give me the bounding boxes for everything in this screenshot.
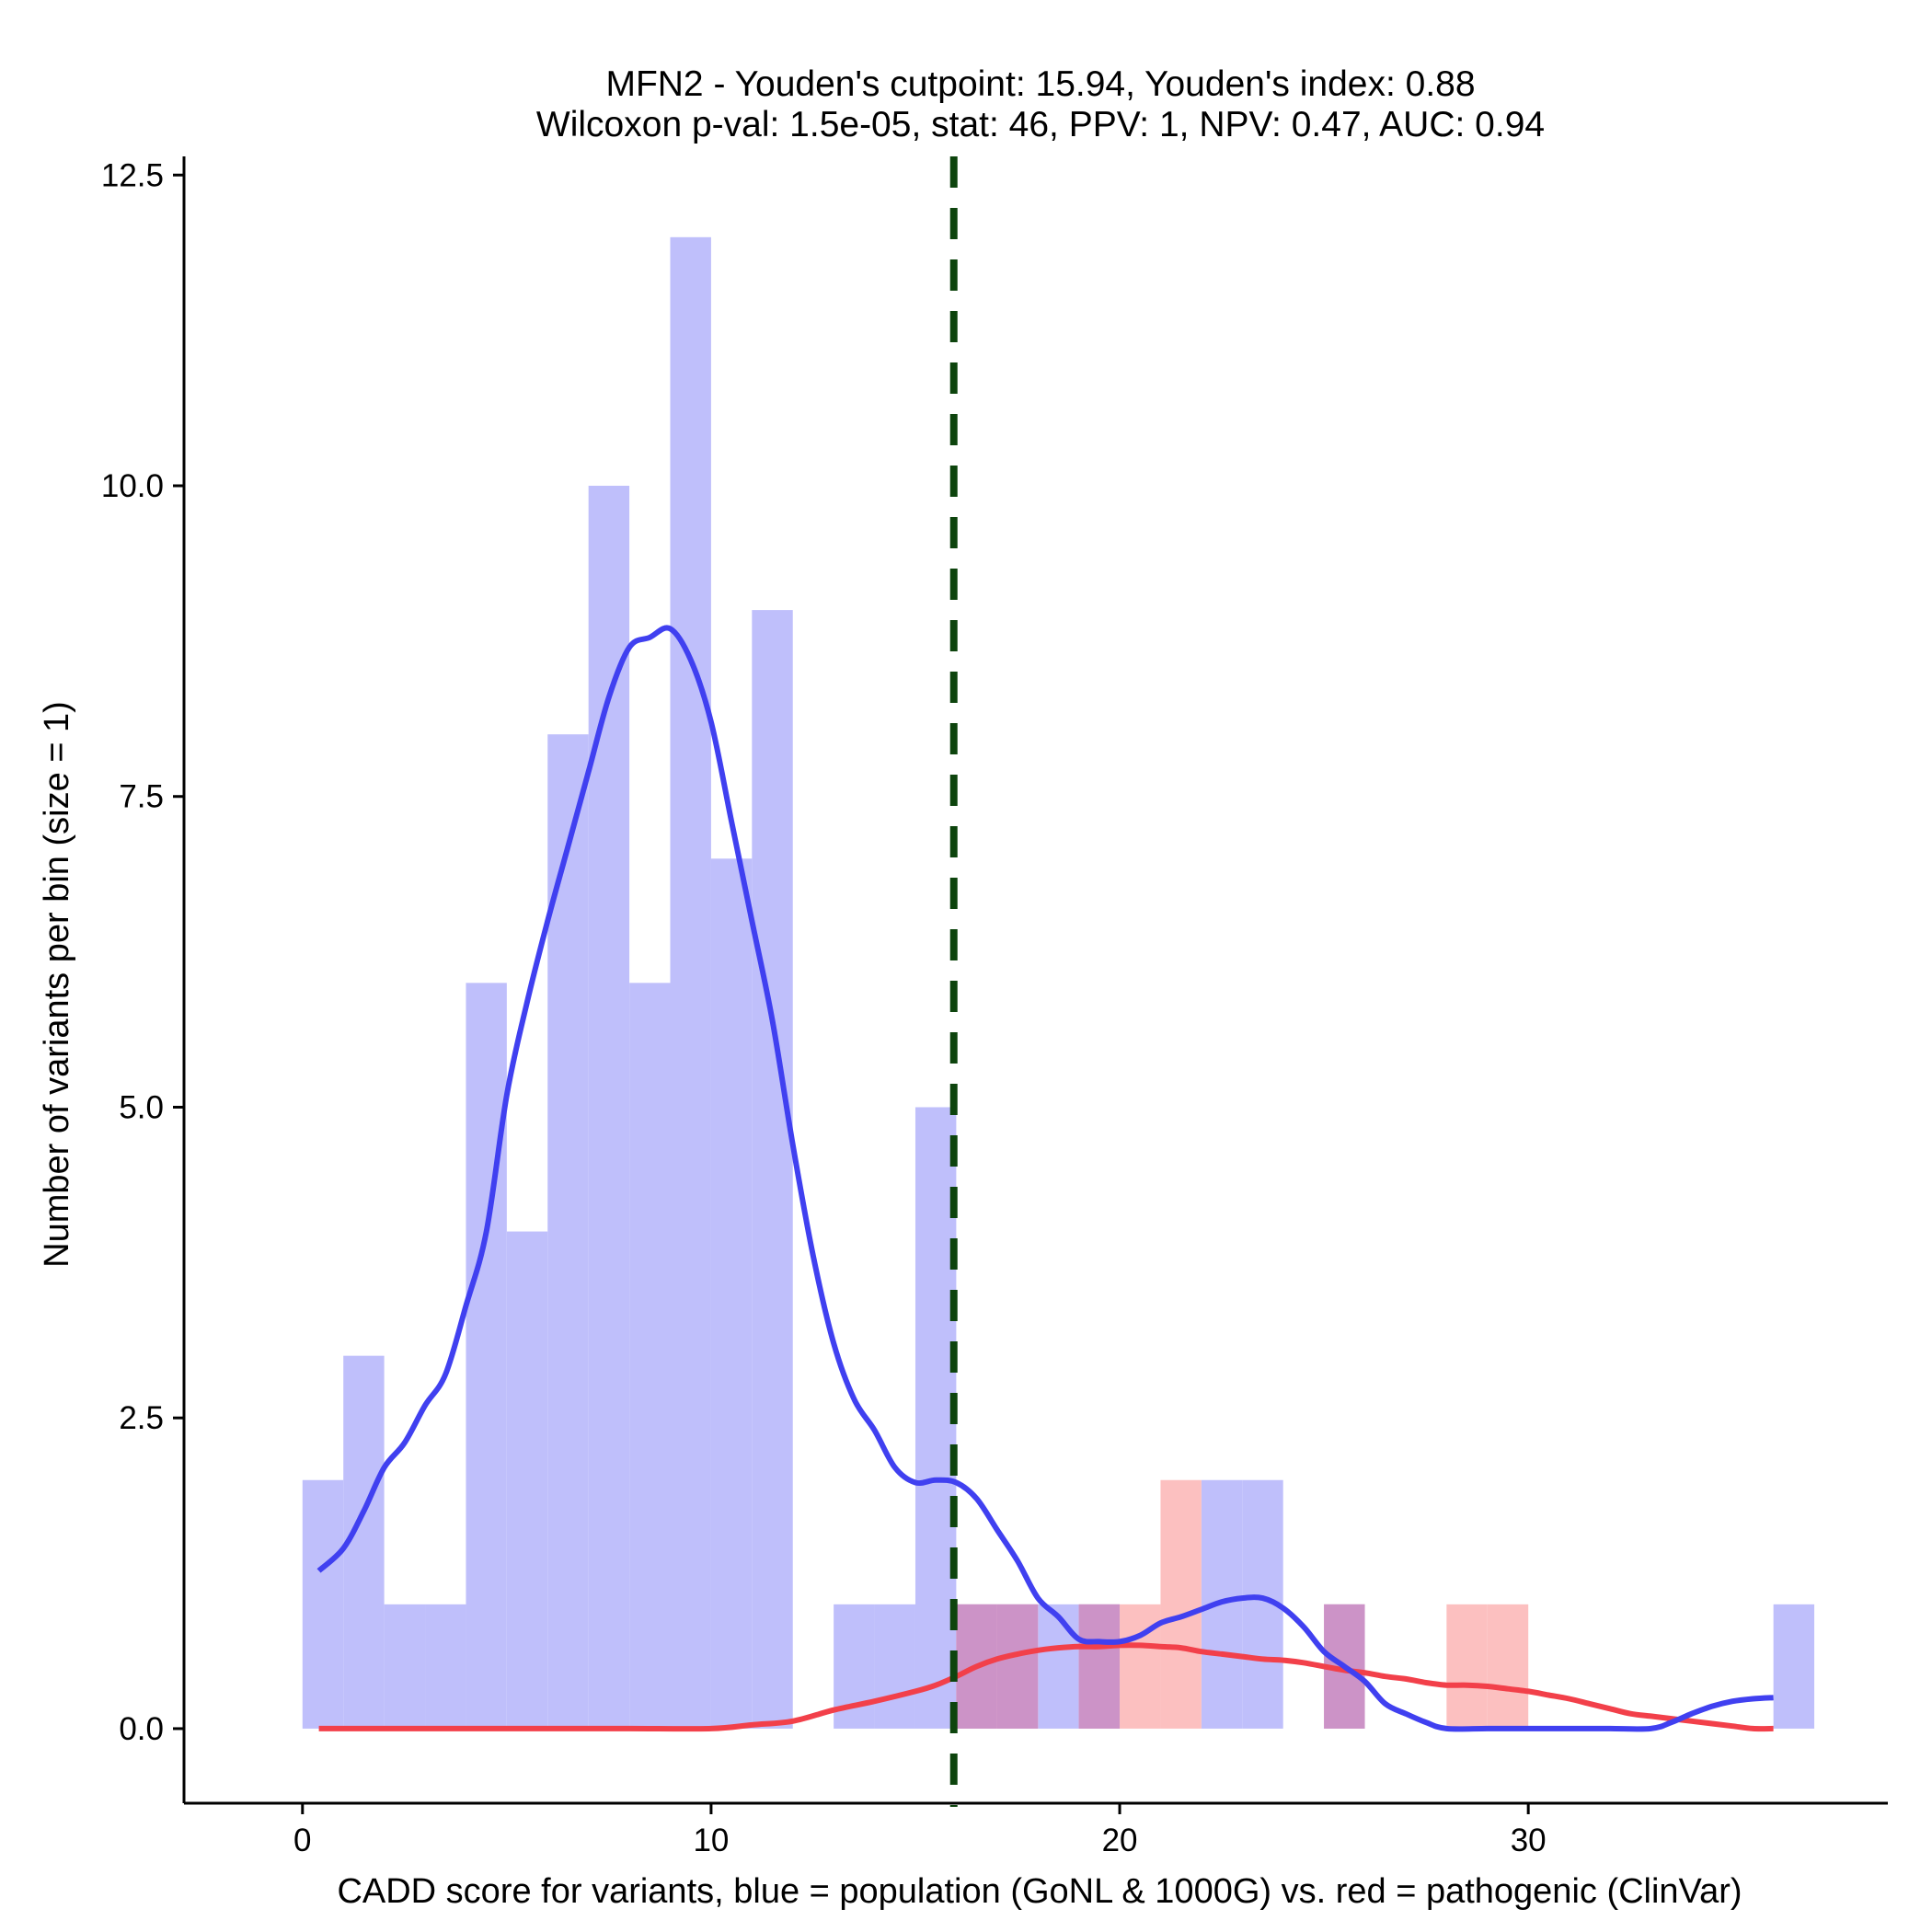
pathogenic-bar bbox=[1446, 1604, 1488, 1729]
x-tick-label: 20 bbox=[1102, 1823, 1138, 1858]
population-bar bbox=[588, 486, 630, 1729]
x-tick-label: 0 bbox=[293, 1823, 311, 1858]
population-bar bbox=[384, 1604, 426, 1729]
x-tick-label: 30 bbox=[1511, 1823, 1547, 1858]
density-curves bbox=[316, 625, 1774, 1732]
x-tick-label: 10 bbox=[693, 1823, 729, 1858]
population-bar bbox=[466, 983, 507, 1729]
title-line-1: MFN2 - Youden's cutpoint: 15.94, Youden'… bbox=[605, 64, 1475, 104]
population-bar bbox=[506, 1231, 548, 1729]
pathogenic-bar bbox=[1160, 1479, 1202, 1729]
pathogenic-bar bbox=[1120, 1604, 1161, 1729]
population-bar bbox=[670, 236, 711, 1729]
y-tick-label: 0.0 bbox=[119, 1711, 164, 1747]
population-bar bbox=[302, 1479, 344, 1729]
y-tick-label: 12.5 bbox=[101, 157, 164, 193]
y-tick-label: 7.5 bbox=[119, 779, 164, 815]
pathogenic-density-line bbox=[318, 1642, 1774, 1732]
y-tick-label: 5.0 bbox=[119, 1089, 164, 1125]
pathogenic-bar bbox=[1487, 1604, 1529, 1729]
axes: 0.0 2.5 5.0 7.5 10.0 12.5 0 10 20 30 bbox=[101, 156, 1888, 1858]
population-density-line bbox=[316, 625, 1774, 1732]
population-bars bbox=[302, 236, 1815, 1729]
overlap-bar bbox=[996, 1604, 1039, 1729]
population-bar bbox=[1038, 1604, 1079, 1729]
population-bar bbox=[629, 983, 671, 1729]
population-bar bbox=[425, 1604, 466, 1729]
chart-title: MFN2 - Youden's cutpoint: 15.94, Youden'… bbox=[536, 64, 1545, 144]
title-line-2: Wilcoxon p-val: 1.5e-05, stat: 46, PPV: … bbox=[536, 105, 1545, 144]
overlap-bars bbox=[956, 1604, 1365, 1729]
population-bar bbox=[547, 734, 589, 1729]
y-tick-label: 2.5 bbox=[119, 1400, 164, 1436]
overlap-bar bbox=[1078, 1604, 1121, 1729]
x-axis-label: CADD score for variants, blue = populati… bbox=[337, 1872, 1742, 1911]
population-bar bbox=[710, 858, 753, 1729]
population-bar bbox=[1773, 1604, 1815, 1729]
y-axis-label: Number of variants per bin (size = 1) bbox=[38, 701, 76, 1268]
population-bar bbox=[752, 610, 793, 1729]
y-tick-label: 10.0 bbox=[101, 468, 164, 504]
population-bar bbox=[914, 1107, 957, 1729]
population-bar bbox=[874, 1604, 915, 1729]
